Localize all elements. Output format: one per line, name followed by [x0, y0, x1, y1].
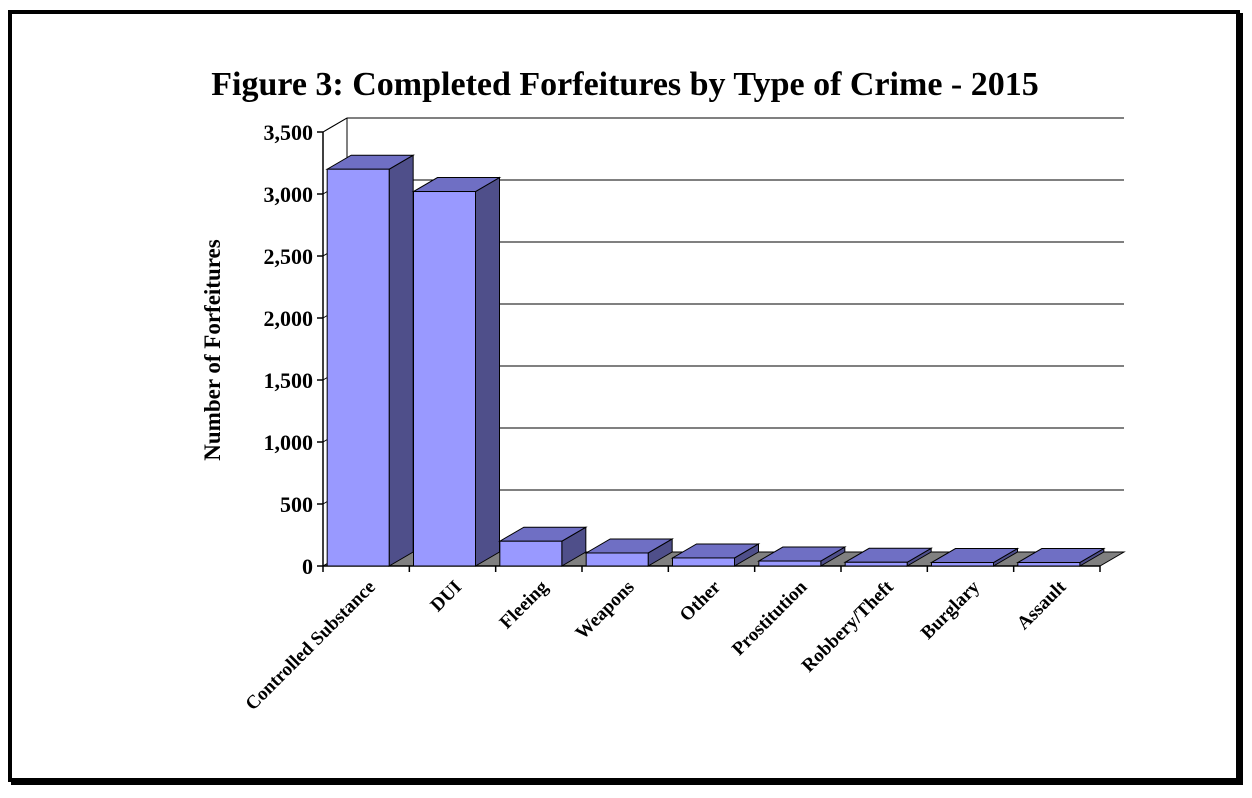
y-tick-label: 500 [280, 492, 313, 517]
x-tick-label: Burglary [917, 576, 984, 643]
bar [929, 547, 1020, 567]
bar [584, 538, 675, 567]
y-tick-label: 2,500 [264, 244, 314, 269]
x-tick-label: Robbery/Theft [798, 576, 898, 676]
bar [497, 526, 588, 567]
bar [325, 154, 416, 567]
bar [756, 546, 847, 567]
bar-front [499, 540, 563, 567]
x-tick-label: Assault [1013, 576, 1071, 634]
bar-front [326, 168, 390, 567]
y-tick-label: 1,000 [264, 430, 314, 455]
y-axis-label: Number of Forfeitures [200, 239, 225, 460]
y-tick-label: 3,500 [264, 120, 314, 145]
bar-front [585, 552, 649, 567]
y-tick-label: 2,000 [264, 306, 314, 331]
bar-front [413, 191, 476, 567]
y-tick-label: 1,500 [264, 368, 314, 393]
bar [843, 547, 934, 567]
bars [325, 154, 1106, 567]
x-tick-label: Weapons [572, 577, 639, 644]
x-tick-label: Fleeing [496, 576, 553, 633]
y-tick-label: 3,000 [264, 182, 314, 207]
y-axis: 0 500 1,000 1,500 2,000 2,500 3,000 3,500 [264, 120, 324, 579]
bar [411, 176, 502, 567]
x-tick-label: Controlled Substance [242, 577, 380, 715]
x-tick-labels: Controlled Substance DUI Fleeing Weapons Oth… [242, 576, 1071, 715]
x-tick-label: Prostitution [728, 576, 812, 660]
x-axis [322, 565, 1101, 572]
bar-front [1017, 562, 1081, 567]
bar [670, 543, 761, 567]
bar [1015, 547, 1106, 567]
x-tick-label: Other [676, 576, 726, 626]
bar-front [758, 560, 822, 567]
bar-side [475, 176, 500, 567]
gridline-connector [322, 117, 348, 133]
bar-front [672, 557, 735, 567]
bar-front [931, 562, 994, 567]
bar-side [388, 154, 414, 567]
y-tick-label: 0 [302, 554, 313, 579]
x-tick-label: DUI [427, 577, 466, 616]
chart-title: Figure 3: Completed Forfeitures by Type … [211, 66, 1039, 103]
chart-frame [8, 10, 1240, 782]
bar-front [844, 561, 908, 567]
